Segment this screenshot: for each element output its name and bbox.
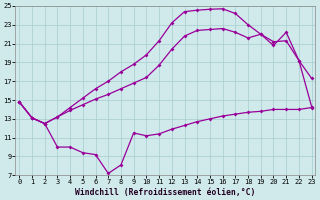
- X-axis label: Windchill (Refroidissement éolien,°C): Windchill (Refroidissement éolien,°C): [75, 188, 256, 197]
